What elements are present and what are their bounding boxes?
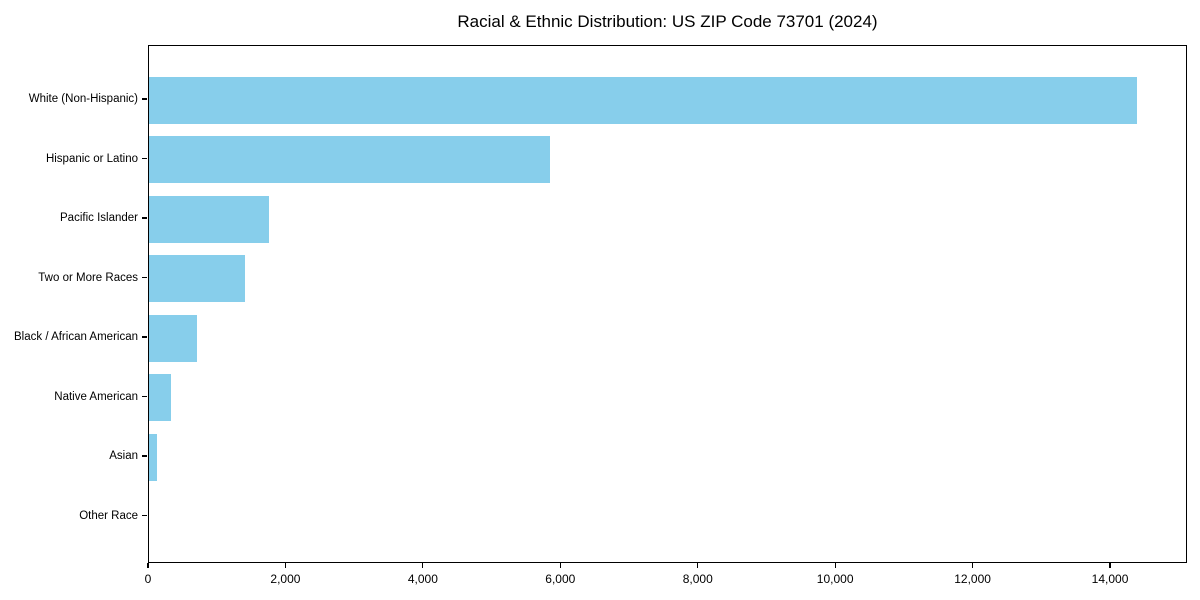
x-tick-label-12000: 12,000 <box>954 572 991 586</box>
x-tick-label-2000: 2,000 <box>270 572 301 586</box>
x-tick-mark <box>834 563 836 568</box>
bar-hispanic-or-latino <box>149 136 551 183</box>
x-tick-mark <box>422 563 424 568</box>
y-tick-label-native-american: Native American <box>54 390 138 403</box>
chart-title: Racial & Ethnic Distribution: US ZIP Cod… <box>457 12 878 31</box>
x-tick-label-14000: 14,000 <box>1091 572 1129 586</box>
bar-native-american <box>149 374 171 421</box>
x-tick-mark <box>1109 563 1111 568</box>
bar-white-non-hispanic <box>149 76 1137 124</box>
y-tick-mark <box>142 276 147 279</box>
plot-area <box>148 45 1187 563</box>
y-tick-mark <box>142 157 147 160</box>
y-tick-mark <box>142 217 147 219</box>
y-tick-label-white-non-hispanic: White (Non-Hispanic) <box>28 93 138 105</box>
x-tick-mark <box>147 563 149 568</box>
x-tick-label-0: 0 <box>144 572 152 586</box>
x-tick-label-4000: 4,000 <box>407 572 438 586</box>
y-tick-mark <box>142 514 147 517</box>
x-tick-mark <box>284 563 287 568</box>
y-tick-label-two-or-more-races: Two or More Races <box>38 271 138 284</box>
y-tick-label-other-race: Other Race <box>79 509 138 522</box>
bar-asian <box>149 433 157 481</box>
x-tick-mark <box>559 563 561 568</box>
x-tick-mark <box>697 563 699 568</box>
y-tick-label-black-african-american: Black / African American <box>14 331 138 343</box>
y-tick-label-asian: Asian <box>109 450 138 462</box>
bar-black-african-american <box>149 314 197 362</box>
x-tick-label-8000: 8,000 <box>682 572 713 586</box>
x-tick-mark <box>972 563 974 568</box>
y-tick-mark <box>142 455 147 457</box>
x-tick-label-10000: 10,000 <box>816 572 854 586</box>
y-tick-mark <box>142 98 147 100</box>
y-tick-mark <box>142 336 147 338</box>
y-tick-label-hispanic-or-latino: Hispanic or Latino <box>45 152 138 165</box>
y-tick-mark <box>142 395 147 398</box>
bar-two-or-more-races <box>149 255 246 302</box>
y-tick-label-pacific-islander: Pacific Islander <box>60 212 138 224</box>
x-tick-label-6000: 6,000 <box>545 572 576 586</box>
bar-pacific-islander <box>149 195 270 243</box>
